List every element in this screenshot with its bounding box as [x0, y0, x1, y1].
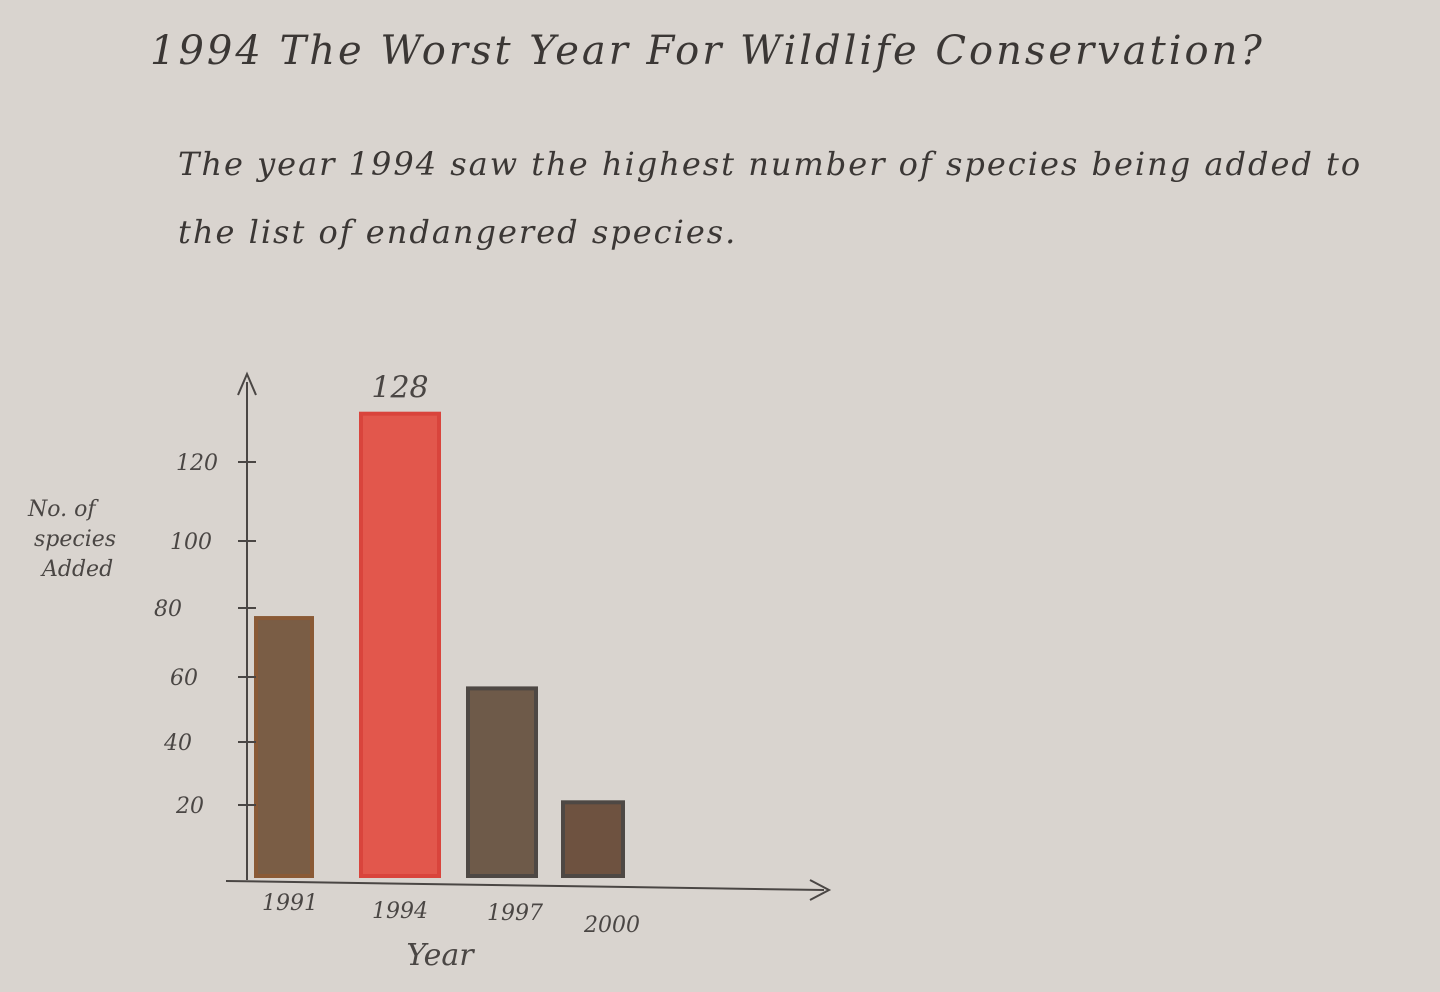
data-labels-group: 128: [371, 371, 428, 406]
x-tick-label-2000: 2000: [583, 913, 640, 938]
y-tick-label-20: 20: [175, 794, 204, 819]
x-tick-label-1997: 1997: [487, 901, 543, 926]
y-ticks-group: 20 40 60 80 100 120: [154, 451, 256, 819]
x-axis-label: Year: [406, 938, 475, 973]
y-tick-label-40: 40: [163, 731, 192, 756]
x-axis-line: [225, 880, 825, 891]
y-axis-arrow: [237, 371, 257, 396]
bars-group: [254, 411, 625, 879]
bar-2000: [561, 800, 625, 878]
chart-title: 1994 The Worst Year For Wildlife Conserv…: [150, 28, 1265, 74]
x-axis-arrow: [809, 879, 832, 901]
data-label-1994: 128: [371, 371, 428, 406]
y-tick-label-60: 60: [170, 666, 198, 691]
y-tick-label-120: 120: [176, 451, 218, 476]
x-tick-label-1994: 1994: [372, 899, 428, 924]
bar-1994: [359, 411, 441, 878]
y-tick-label-100: 100: [170, 530, 212, 555]
chart-subtitle: The year 1994 saw the highest number of …: [178, 145, 1363, 251]
x-tick-labels-group: 1991 1994 1997 2000: [262, 891, 640, 938]
bar-1991: [254, 616, 314, 878]
y-tick-label-80: 80: [154, 597, 182, 622]
x-tick-label-1991: 1991: [262, 891, 318, 916]
y-axis-label: No. of species Added: [27, 497, 116, 582]
bar-1997: [466, 686, 538, 879]
